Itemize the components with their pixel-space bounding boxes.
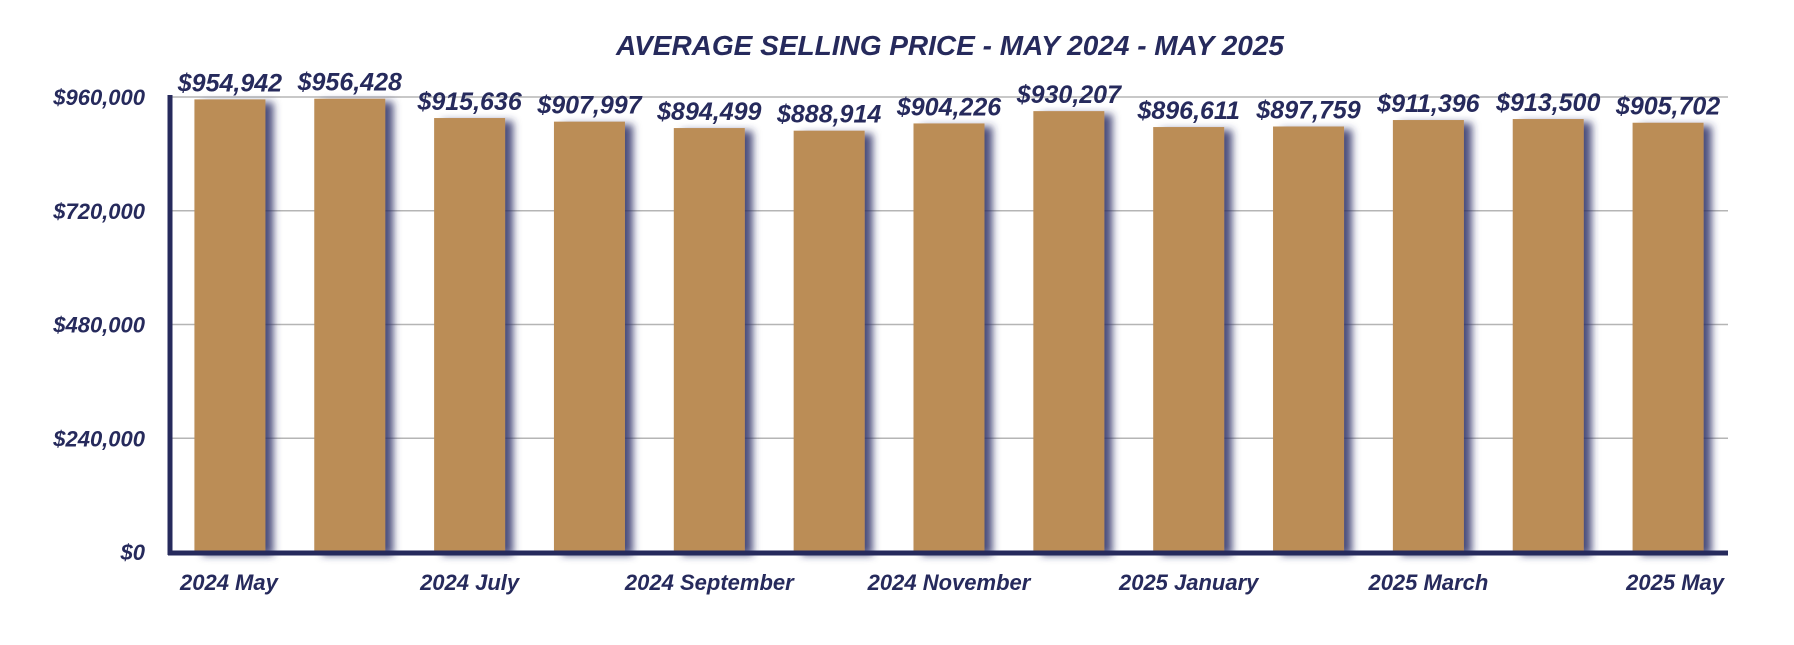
data-label: $888,914 [776,101,881,129]
data-label: $894,499 [656,98,761,126]
data-label: $896,611 [1136,97,1239,125]
bar [1512,119,1584,552]
data-label: $930,207 [1016,81,1122,109]
bar [1153,127,1225,552]
data-label: $897,759 [1255,96,1360,124]
y-tick-label: $0 [120,540,146,565]
bar [553,121,625,553]
bar [673,128,745,552]
bar [1392,120,1464,553]
bar [1033,111,1105,553]
data-label: $954,942 [177,69,282,97]
bars [194,98,1704,553]
data-label: $911,396 [1376,90,1481,118]
x-tick-label: 2024 September [624,570,795,595]
y-tick-label: $480,000 [52,313,146,338]
y-axis: $0 $240,000 $480,000 $720,000 $960,000 [52,85,173,565]
data-labels: $954,942 $956,428 $915,636 $907,997 $894,499… [177,69,1721,129]
bar [434,118,506,553]
x-tick-label: 2025 May [1625,570,1726,595]
x-tick-label: 2024 November [867,570,1032,595]
bar [913,123,985,552]
data-label: $915,636 [416,88,522,116]
data-label: $904,226 [896,93,1002,121]
bar [1273,126,1345,553]
y-tick-label: $960,000 [52,85,146,110]
bar [194,99,266,552]
x-tick-label: 2025 January [1118,570,1260,595]
data-label: $956,428 [297,69,402,97]
bar [793,130,865,552]
bar [1632,122,1704,553]
x-tick-label: 2025 March [1367,570,1488,595]
data-label: $907,997 [536,92,642,120]
data-label: $913,500 [1495,89,1600,117]
y-tick-label: $720,000 [52,199,146,224]
x-tick-label: 2024 July [419,570,521,595]
data-label: $905,702 [1615,93,1720,121]
bar [314,98,386,552]
y-tick-label: $240,000 [52,426,146,451]
chart-title: AVERAGE SELLING PRICE - MAY 2024 - MAY 2… [615,30,1284,61]
x-tick-label: 2024 May [179,570,280,595]
x-axis: 2024 May 2024 July 2024 September 2024 Nove… [168,550,1728,595]
